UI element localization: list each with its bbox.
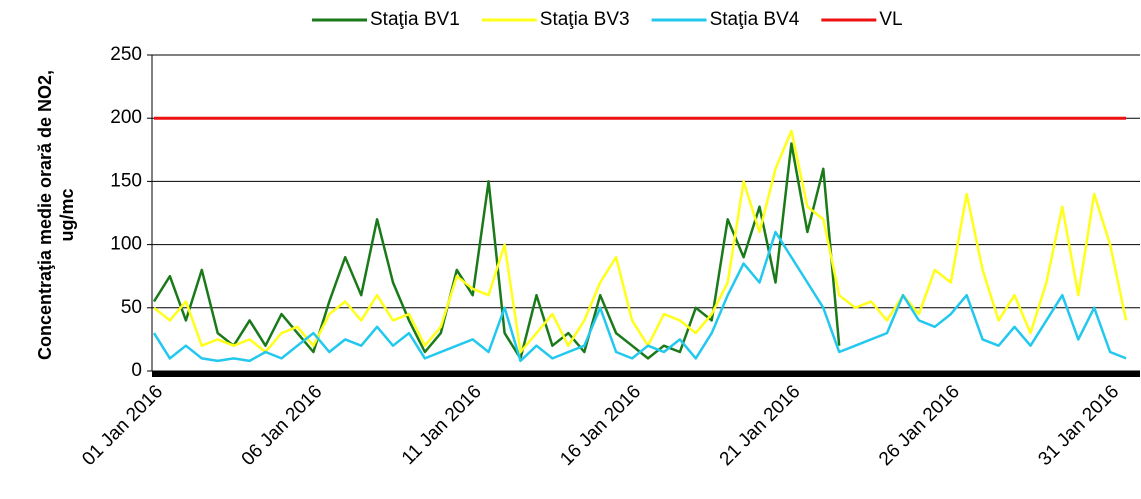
y-axis-label: Concentraţia medie orară de NO2, ug/mc <box>35 70 77 360</box>
x-tick-band <box>152 371 1140 377</box>
y-tick-label: 50 <box>121 297 142 318</box>
series-line <box>153 129 1128 354</box>
x-tick-label: 21 Jan 2016 <box>716 381 805 470</box>
x-tick-label: 16 Jan 2016 <box>556 381 645 470</box>
x-tick-label: 06 Jan 2016 <box>238 381 327 470</box>
legend-label: Staţia BV4 <box>710 9 800 30</box>
x-tick-label: 31 Jan 2016 <box>1034 381 1123 470</box>
x-tick-label: 26 Jan 2016 <box>875 381 964 470</box>
y-tick-label: 150 <box>110 170 142 191</box>
x-tick-label: 01 Jan 2016 <box>78 381 167 470</box>
series-line <box>152 142 841 360</box>
y-tick-label: 250 <box>110 44 142 65</box>
legend-label: VL <box>879 9 902 30</box>
y-tick-label: 200 <box>110 107 142 128</box>
y-label-line: ug/mc <box>57 188 77 241</box>
y-tick-label: 100 <box>110 234 142 255</box>
legend-label: Staţia BV3 <box>540 9 630 30</box>
x-tick-label: 11 Jan 2016 <box>398 381 486 469</box>
y-tick-label: 0 <box>131 360 142 381</box>
series-line <box>152 230 1127 363</box>
y-label-line: Concentraţia medie orară de NO2, <box>35 70 55 360</box>
legend-label: Staţia BV1 <box>370 9 460 30</box>
